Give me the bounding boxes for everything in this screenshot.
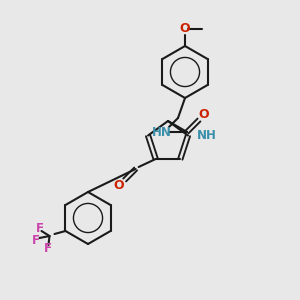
Text: F: F — [35, 221, 44, 235]
Text: F: F — [44, 242, 52, 254]
Text: O: O — [199, 107, 209, 121]
Text: F: F — [32, 233, 40, 247]
Text: O: O — [180, 22, 190, 35]
Text: O: O — [113, 179, 124, 193]
Text: HN: HN — [152, 125, 172, 139]
Text: NH: NH — [197, 129, 217, 142]
